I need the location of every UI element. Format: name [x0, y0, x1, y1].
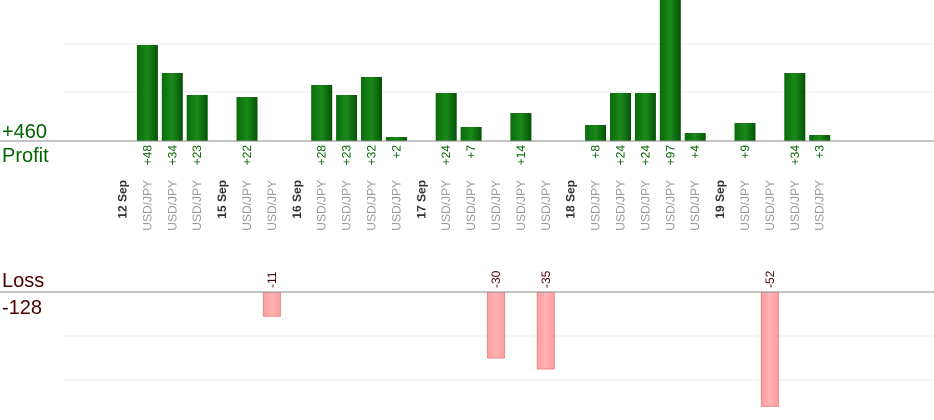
profit-value-label: +48 [140, 145, 154, 166]
symbol-label: USD/JPY [140, 180, 154, 231]
profit-bar [361, 77, 382, 141]
profit-bar [809, 135, 831, 141]
loss-total: -128 [2, 297, 42, 319]
profit-bar [585, 125, 607, 141]
symbol-label: USD/JPY [265, 180, 279, 231]
profit-value-label: +34 [165, 145, 179, 166]
profit-bar [460, 127, 482, 141]
loss-value-label: -30 [489, 270, 503, 288]
symbol-label: USD/JPY [190, 180, 204, 231]
loss-bar [262, 291, 281, 317]
profit-value-label: +9 [738, 145, 752, 159]
symbol-label: USD/JPY [315, 180, 329, 231]
profit-bar [435, 93, 457, 141]
profit-bar [136, 45, 158, 141]
symbol-label: USD/JPY [539, 180, 553, 231]
profit-value-label: +14 [514, 145, 528, 166]
symbol-label: USD/JPY [340, 180, 354, 231]
day-label: 15 Sep [215, 180, 229, 219]
profit-bar [385, 137, 407, 141]
day-label: 16 Sep [290, 180, 304, 219]
profit-bar [336, 95, 358, 141]
profit-bar [311, 85, 333, 141]
profit-value-label: +7 [464, 145, 478, 159]
profit-total: +460 [2, 121, 47, 143]
loss-bar [487, 291, 505, 359]
profit-bar [161, 73, 183, 141]
symbol-label: USD/JPY [240, 180, 254, 231]
profit-bar [659, 0, 681, 141]
profit-value-label: +34 [788, 145, 802, 166]
symbol-label: USD/JPY [365, 180, 379, 231]
day-label: 12 Sep [116, 180, 130, 219]
profit-bar [510, 113, 532, 141]
profit-value-label: +22 [240, 145, 254, 166]
profit-value-label: +97 [663, 145, 677, 166]
profit-value-label: +24 [638, 145, 652, 166]
day-label: 17 Sep [414, 180, 428, 219]
profit-bar [634, 93, 656, 141]
symbol-label: USD/JPY [589, 180, 603, 231]
symbol-label: USD/JPY [688, 180, 702, 231]
symbol-label: USD/JPY [514, 180, 528, 231]
profit-value-label: +23 [340, 145, 354, 166]
day-label: 19 Sep [713, 180, 727, 219]
profit-value-label: +23 [190, 145, 204, 166]
profit-value-label: +24 [614, 145, 628, 166]
symbol-label: USD/JPY [763, 180, 777, 231]
profit-value-label: +8 [589, 145, 603, 159]
profit-bar [186, 95, 208, 141]
symbol-label: USD/JPY [638, 180, 652, 231]
day-label: 18 Sep [564, 180, 578, 219]
profit-value-label: +24 [439, 145, 453, 166]
symbol-label: USD/JPY [813, 180, 827, 231]
symbol-label: USD/JPY [788, 180, 802, 231]
loss-value-label: -11 [265, 271, 279, 288]
loss-label: Loss [2, 270, 44, 292]
loss-value-label: -35 [539, 270, 553, 288]
profit-value-label: +3 [813, 145, 827, 159]
profit-bar [236, 97, 258, 141]
profit-value-label: +28 [315, 145, 329, 166]
loss-value-label: -52 [763, 270, 777, 288]
profit-label: Profit [2, 145, 49, 167]
bars-layer [136, 0, 831, 407]
symbol-label: USD/JPY [439, 180, 453, 231]
profit-bar [784, 73, 806, 141]
symbol-label: USD/JPY [464, 180, 478, 231]
symbol-label: USD/JPY [614, 180, 628, 231]
labels-layer: 12 Sep USD/JPY +48 USD/JPY +34 USD/JPY +23 15 S… [116, 145, 827, 288]
profit-value-label: +4 [688, 145, 702, 159]
profit-bar [684, 133, 706, 141]
symbol-label: USD/JPY [489, 180, 503, 231]
loss-bar [536, 291, 555, 370]
profit-value-label: +2 [389, 145, 403, 159]
loss-bar [760, 291, 779, 407]
symbol-label: USD/JPY [389, 180, 403, 231]
symbol-label: USD/JPY [165, 180, 179, 231]
symbol-label: USD/JPY [663, 180, 677, 231]
profit-value-label: +32 [365, 145, 379, 166]
profit-bar [610, 93, 631, 141]
symbol-label: USD/JPY [738, 180, 752, 231]
profit-bar [734, 123, 756, 141]
